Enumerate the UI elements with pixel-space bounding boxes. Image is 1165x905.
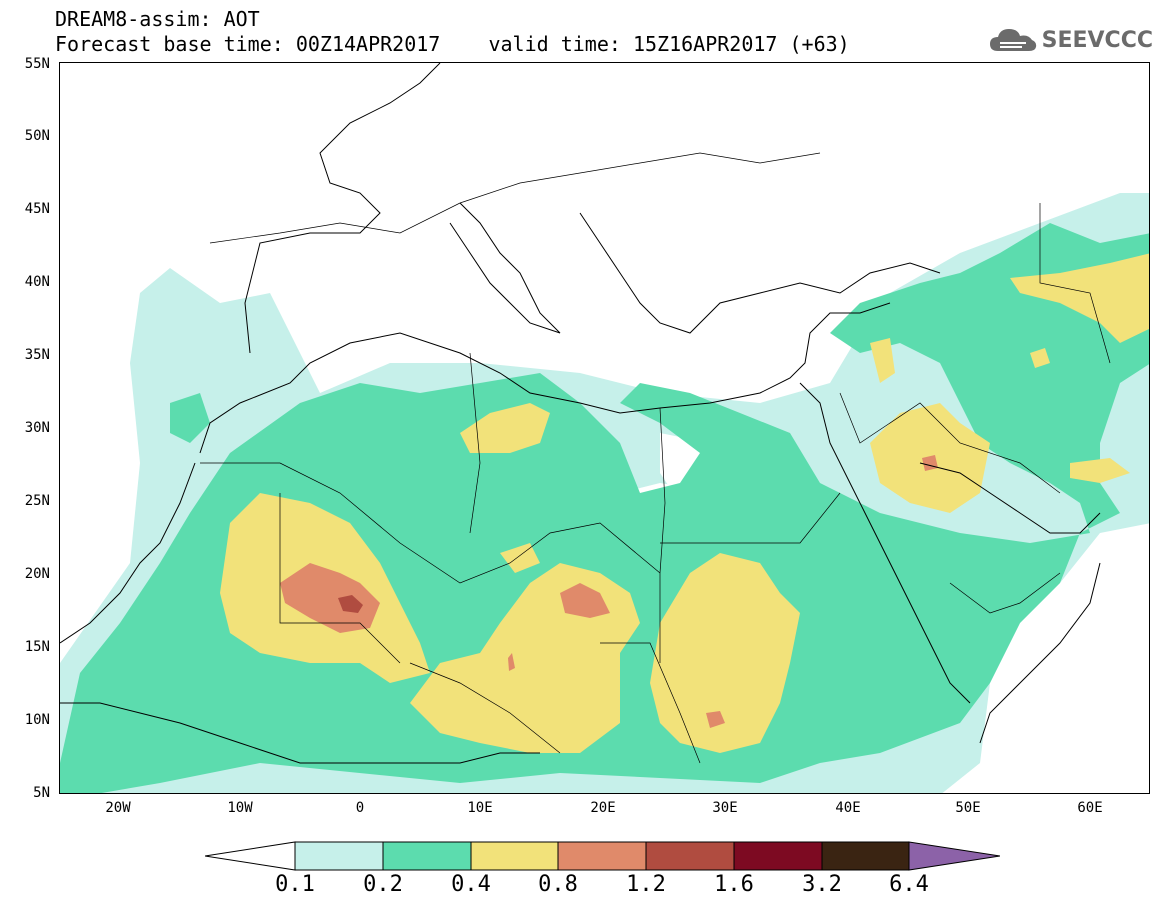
colorbar-label-6.4: 6.4 <box>889 872 929 897</box>
colorbar-label-0.1: 0.1 <box>275 872 315 897</box>
colorbar-segment-6 <box>733 841 823 871</box>
aot-field-map <box>60 63 1149 793</box>
cloud-icon <box>989 29 1036 51</box>
colorbar-segment-3 <box>470 841 559 871</box>
lon-label-20e: 20E <box>590 800 616 816</box>
seevccc-logo: SEEVCCC <box>988 24 1153 56</box>
lat-label-45n: 45N <box>24 201 50 217</box>
colorbar-segment-5 <box>645 841 735 871</box>
lat-label-35n: 35N <box>24 347 50 363</box>
lon-label-50e: 50E <box>955 800 981 816</box>
aot-band-0.8 <box>280 455 938 728</box>
borders <box>200 152 1111 764</box>
colorbar <box>205 841 1000 871</box>
lon-label-20w: 20W <box>105 800 131 816</box>
lon-label-40e: 40E <box>835 800 861 816</box>
colorbar-label-0.2: 0.2 <box>363 872 403 897</box>
lat-label-40n: 40N <box>24 274 50 290</box>
lat-label-55n: 55N <box>24 56 50 72</box>
coastlines <box>60 63 1101 764</box>
colorbar-label-0.4: 0.4 <box>451 872 491 897</box>
colorbar-segment-1 <box>294 841 384 871</box>
colorbar-label-3.2: 3.2 <box>802 872 842 897</box>
lat-label-10n: 10N <box>24 712 50 728</box>
map-panel <box>59 62 1150 794</box>
lon-label-30e: 30E <box>712 800 738 816</box>
lon-label-60e: 60E <box>1077 800 1103 816</box>
lat-label-50n: 50N <box>24 128 50 144</box>
colorbar-segment-7 <box>821 841 910 871</box>
lon-label-10e: 10E <box>467 800 493 816</box>
colorbar-label-1.6: 1.6 <box>714 872 754 897</box>
colorbar-segment-above <box>908 841 1000 871</box>
colorbar-label-0.8: 0.8 <box>538 872 578 897</box>
colorbar-label-1.2: 1.2 <box>626 872 666 897</box>
lat-label-20n: 20N <box>24 566 50 582</box>
lat-label-5n: 5N <box>33 785 50 801</box>
title-line-2: Forecast base time: 00Z14APR2017 valid t… <box>55 32 850 56</box>
lat-label-30n: 30N <box>24 420 50 436</box>
lat-label-15n: 15N <box>24 639 50 655</box>
colorbar-segment-2 <box>382 841 472 871</box>
aot-band-1.2 <box>338 595 363 613</box>
lat-label-25n: 25N <box>24 493 50 509</box>
lon-label-10w: 10W <box>227 800 253 816</box>
colorbar-segment-4 <box>557 841 647 871</box>
logo-text: SEEVCCC <box>1041 27 1153 53</box>
title-line-1: DREAM8-assim: AOT <box>55 7 260 31</box>
colorbar-segment-below <box>205 841 296 871</box>
lon-label-0: 0 <box>355 800 365 816</box>
